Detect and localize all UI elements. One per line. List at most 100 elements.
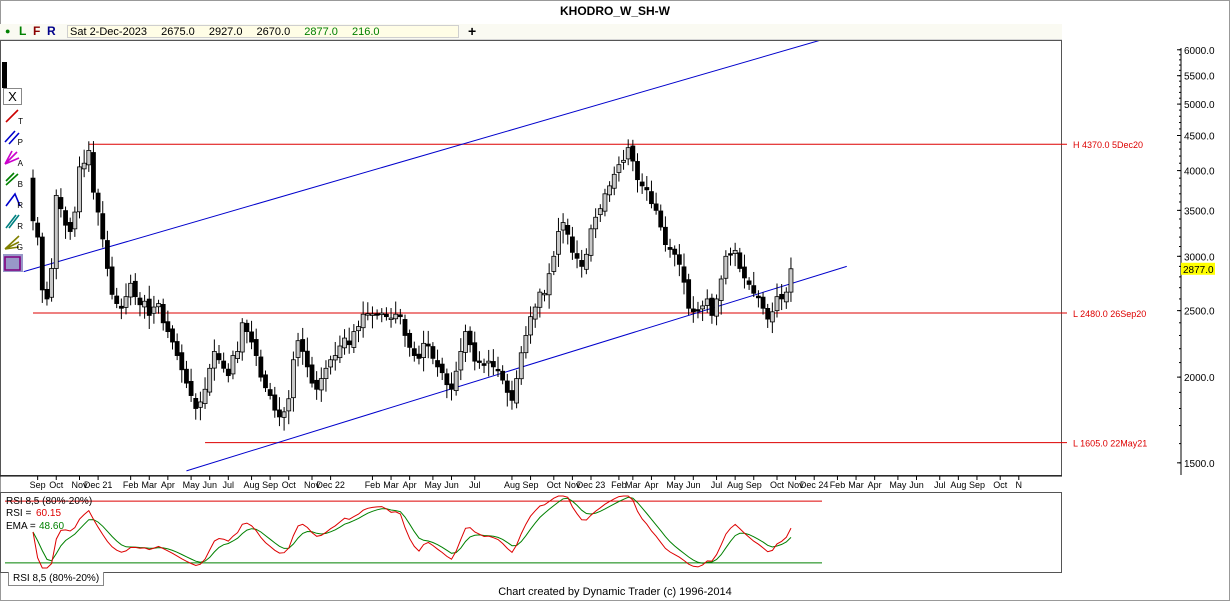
- trendline-icon: [5, 109, 19, 123]
- candle-body: [123, 296, 129, 308]
- close-toolbar-button[interactable]: X: [3, 88, 22, 105]
- x-tick-label: Mar: [142, 480, 158, 490]
- rsi-panel-tab[interactable]: RSI 8,5 (80%-20%): [8, 572, 105, 586]
- candle-body: [509, 390, 515, 401]
- candle-body: [635, 161, 640, 181]
- fib-toggle-button[interactable]: F: [33, 24, 41, 38]
- x-tick-label: Sep: [523, 480, 539, 490]
- tool-sub-label: R: [17, 201, 23, 210]
- candle-body: [500, 370, 506, 381]
- candle-body: [263, 374, 268, 389]
- pattern-tool-button[interactable]: [3, 254, 25, 273]
- x-tick-label: Mar: [625, 480, 641, 490]
- candle-body: [476, 360, 482, 363]
- level-label: H 4370.0 5Dec20: [1073, 140, 1143, 150]
- candle-body: [230, 355, 236, 375]
- x-tick-label: May: [424, 480, 442, 490]
- candle-body: [695, 309, 701, 312]
- candle-body: [170, 328, 175, 343]
- rsi-panel-frame: [0, 492, 1062, 573]
- candle-body: [225, 368, 231, 377]
- parallel-lines-tool-button[interactable]: P: [3, 128, 25, 147]
- candle-body: [202, 388, 208, 404]
- candle-body: [769, 311, 775, 323]
- partial-candle-body: [2, 62, 7, 88]
- candle-body: [532, 306, 538, 320]
- candle-body: [197, 401, 203, 408]
- x-tick-label: Sep: [969, 480, 985, 490]
- candle-body: [579, 260, 585, 267]
- fib-b-icon: [5, 172, 19, 186]
- candle-body: [114, 295, 120, 304]
- ratio-channel-tool-button[interactable]: R: [3, 212, 25, 231]
- x-tick-label: Aug: [244, 480, 260, 490]
- candle-body: [602, 193, 608, 212]
- candle-body: [188, 380, 194, 396]
- add-plus-icon[interactable]: +: [468, 23, 477, 39]
- x-tick-label: Dec 24: [800, 480, 829, 490]
- upper-channel-line: [23, 41, 820, 273]
- candle-body: [783, 291, 789, 303]
- x-tick-label: Jul: [469, 480, 481, 490]
- andrews-pitchfork-tool-button[interactable]: A: [3, 149, 25, 168]
- candle-body: [44, 288, 50, 300]
- candle-body: [267, 389, 273, 396]
- candle-body: [472, 342, 478, 362]
- candle-body: [732, 250, 738, 254]
- y-tick-label: 6000.0: [1184, 46, 1215, 57]
- candle-body: [388, 317, 394, 320]
- candle-body: [332, 355, 338, 361]
- candle-body: [337, 345, 343, 359]
- candle-body: [151, 306, 157, 314]
- x-tick-label: Feb: [365, 480, 381, 490]
- x-tick-label: May: [183, 480, 201, 490]
- x-tick-label: May: [889, 480, 907, 490]
- candle-body: [286, 398, 292, 412]
- level-label: L 2480.0 26Sep20: [1073, 309, 1146, 319]
- x-tick-label: Sep: [30, 480, 46, 490]
- candle-body: [35, 222, 41, 238]
- x-tick-label: Dec 22: [316, 480, 345, 490]
- x-tick-label: Sep: [262, 480, 278, 490]
- candle-body: [49, 268, 54, 298]
- current-price-box: [1181, 262, 1215, 275]
- fib-b-tool-button[interactable]: B: [3, 170, 25, 189]
- gann-fan-tool-button[interactable]: G: [3, 233, 25, 252]
- drawing-toolbar: X T P A B R R G: [3, 88, 29, 275]
- candle-body: [174, 341, 180, 356]
- ema-legend-value: 48.60: [39, 521, 64, 532]
- candle-body: [290, 359, 296, 399]
- candle-body: [672, 248, 678, 255]
- candle-body: [458, 351, 464, 371]
- candle-body: [737, 252, 743, 269]
- candle-body: [77, 166, 82, 213]
- candle-body: [365, 313, 371, 316]
- y-tick-label: 4000.0: [1184, 167, 1215, 178]
- candle-body: [179, 352, 185, 371]
- candle-body: [486, 360, 492, 364]
- candle-body: [588, 228, 594, 256]
- x-tick-label: Feb: [123, 480, 139, 490]
- chart-canvas[interactable]: 1500.0 2000.0 2500.0 3000.0 3500.0 4000.0 4500…: [0, 40, 1230, 586]
- candle-body: [560, 222, 566, 231]
- y-tick-label: 2000.0: [1184, 373, 1215, 384]
- tool-sub-label: G: [16, 243, 23, 252]
- candle-body: [137, 297, 143, 306]
- ratio-tool-button[interactable]: R: [3, 191, 25, 210]
- candle-body: [109, 266, 115, 295]
- line-toggle-button[interactable]: L: [19, 24, 27, 38]
- candle-body: [249, 331, 254, 343]
- candle-body: [63, 210, 68, 226]
- candle-body: [639, 181, 645, 187]
- x-tick-label: Nov: [304, 480, 321, 490]
- candle-body: [574, 253, 580, 259]
- candle-body: [430, 346, 436, 359]
- chart-top-bar: ● L F R Sat 2-Dec-2023 2675.0 2927.0 267…: [0, 24, 1062, 40]
- x-tick-label: Sep: [746, 480, 762, 490]
- trendline-tool-button[interactable]: T: [3, 107, 25, 126]
- x-tick-label: Nov: [564, 480, 581, 490]
- candle-body: [518, 352, 524, 380]
- ratio-toggle-button[interactable]: R: [47, 24, 56, 38]
- candle-body: [258, 356, 264, 378]
- candle-body: [407, 332, 413, 348]
